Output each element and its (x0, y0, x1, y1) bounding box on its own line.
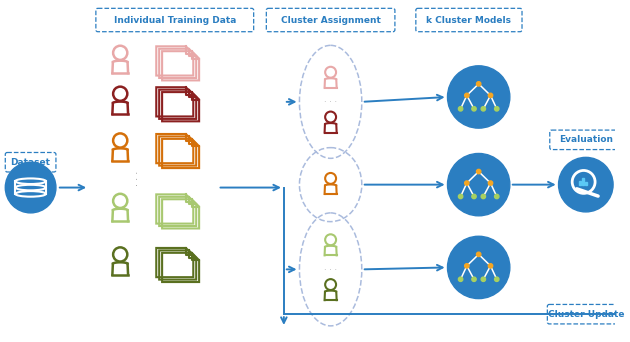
Circle shape (459, 107, 463, 111)
Circle shape (488, 181, 493, 185)
Text: Dataset: Dataset (11, 158, 50, 167)
Circle shape (472, 277, 476, 281)
Circle shape (465, 93, 469, 97)
Circle shape (465, 264, 469, 268)
Circle shape (495, 277, 499, 281)
Circle shape (447, 154, 510, 216)
Text: Cluster Assignment: Cluster Assignment (281, 15, 381, 25)
Circle shape (459, 277, 463, 281)
Text: . . .: . . . (324, 95, 337, 104)
Circle shape (472, 107, 476, 111)
Circle shape (488, 264, 493, 268)
Circle shape (476, 82, 481, 86)
Circle shape (481, 277, 486, 281)
Text: k Cluster Models: k Cluster Models (427, 15, 512, 25)
Circle shape (447, 236, 510, 299)
Bar (579, 181, 581, 185)
Circle shape (447, 66, 510, 128)
Bar (585, 182, 587, 185)
Text: Cluster Update: Cluster Update (547, 310, 624, 319)
Circle shape (488, 93, 493, 97)
Circle shape (495, 194, 499, 199)
Circle shape (559, 157, 613, 212)
Text: Individual Training Data: Individual Training Data (113, 15, 236, 25)
Text: . . .: . . . (324, 263, 337, 272)
Circle shape (472, 194, 476, 199)
Text: · · ·: · · · (133, 171, 143, 186)
Circle shape (476, 169, 481, 174)
Circle shape (459, 194, 463, 199)
Circle shape (481, 107, 486, 111)
Circle shape (465, 181, 469, 185)
Bar (581, 179, 584, 185)
Circle shape (476, 252, 481, 256)
Circle shape (481, 194, 486, 199)
Text: Evaluation: Evaluation (559, 135, 613, 144)
Circle shape (495, 107, 499, 111)
Circle shape (5, 162, 56, 213)
